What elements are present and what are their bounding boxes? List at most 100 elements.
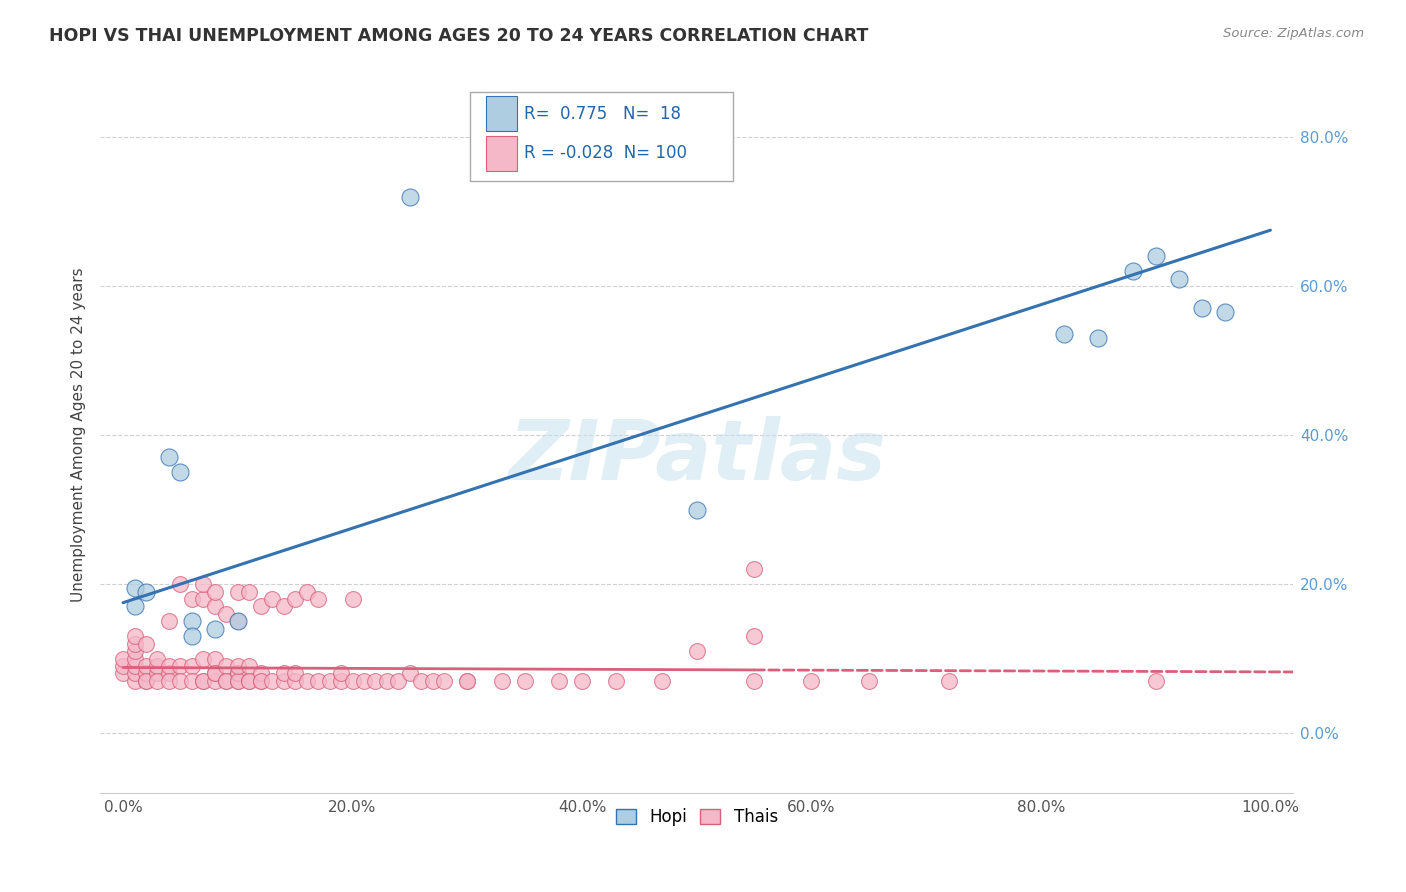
Point xyxy=(858,673,880,688)
Point xyxy=(169,673,191,688)
Point xyxy=(411,673,433,688)
Point xyxy=(169,659,191,673)
Text: HOPI VS THAI UNEMPLOYMENT AMONG AGES 20 TO 24 YEARS CORRELATION CHART: HOPI VS THAI UNEMPLOYMENT AMONG AGES 20 … xyxy=(49,27,869,45)
Point xyxy=(226,666,249,681)
Point xyxy=(124,637,146,651)
Point xyxy=(193,673,215,688)
Point xyxy=(215,673,238,688)
Point xyxy=(375,673,398,688)
Point xyxy=(180,629,202,643)
Point xyxy=(686,644,709,658)
Point xyxy=(180,615,202,629)
Point xyxy=(1191,301,1213,316)
Point xyxy=(330,673,353,688)
Point xyxy=(262,591,284,606)
Y-axis label: Unemployment Among Ages 20 to 24 years: Unemployment Among Ages 20 to 24 years xyxy=(72,268,86,602)
Point xyxy=(273,599,295,614)
Point xyxy=(284,591,307,606)
Point xyxy=(249,666,271,681)
Point xyxy=(146,673,169,688)
Point xyxy=(456,673,478,688)
Point xyxy=(204,599,226,614)
FancyBboxPatch shape xyxy=(485,136,516,170)
Point xyxy=(686,502,709,516)
Point xyxy=(1087,331,1109,345)
Point xyxy=(238,673,260,688)
Point xyxy=(284,666,307,681)
Point xyxy=(135,584,157,599)
Point xyxy=(226,615,249,629)
Text: ZIPatlas: ZIPatlas xyxy=(508,416,886,497)
Point xyxy=(169,577,191,591)
Point xyxy=(387,673,409,688)
Point xyxy=(193,577,215,591)
Point xyxy=(226,659,249,673)
Point xyxy=(249,673,271,688)
Point xyxy=(800,673,823,688)
Point xyxy=(238,584,260,599)
Point xyxy=(1122,264,1144,278)
Point xyxy=(215,607,238,621)
Point xyxy=(1144,249,1167,263)
Point xyxy=(238,659,260,673)
Point xyxy=(157,659,180,673)
Point xyxy=(193,651,215,665)
Point xyxy=(146,651,169,665)
Point xyxy=(193,591,215,606)
Point xyxy=(124,644,146,658)
Point xyxy=(513,673,536,688)
Point xyxy=(399,666,422,681)
Point xyxy=(295,584,318,599)
Point xyxy=(112,659,135,673)
Point xyxy=(353,673,375,688)
Point xyxy=(742,673,765,688)
Point xyxy=(135,673,157,688)
Point xyxy=(204,673,226,688)
Point xyxy=(399,189,422,203)
Point xyxy=(1213,305,1236,319)
Point xyxy=(742,562,765,576)
Point xyxy=(1144,673,1167,688)
Point xyxy=(124,581,146,595)
Point xyxy=(226,584,249,599)
Point xyxy=(215,673,238,688)
Point xyxy=(548,673,571,688)
Legend: Hopi, Thais: Hopi, Thais xyxy=(607,800,786,834)
Point xyxy=(273,666,295,681)
Point xyxy=(204,622,226,636)
Point xyxy=(157,615,180,629)
Point xyxy=(342,673,364,688)
Point xyxy=(364,673,387,688)
Point xyxy=(215,659,238,673)
Point xyxy=(135,637,157,651)
Point xyxy=(307,591,329,606)
Text: R = -0.028  N= 100: R = -0.028 N= 100 xyxy=(523,145,686,162)
Point xyxy=(433,673,456,688)
Point xyxy=(249,673,271,688)
Point xyxy=(226,673,249,688)
Text: R=  0.775   N=  18: R= 0.775 N= 18 xyxy=(523,104,681,123)
FancyBboxPatch shape xyxy=(470,92,733,181)
Point xyxy=(938,673,960,688)
Point xyxy=(124,651,146,665)
Point xyxy=(651,673,673,688)
Point xyxy=(180,591,202,606)
Point xyxy=(124,666,146,681)
Point xyxy=(226,615,249,629)
Point xyxy=(273,673,295,688)
Point xyxy=(157,450,180,465)
Point xyxy=(571,673,593,688)
Point xyxy=(742,629,765,643)
FancyBboxPatch shape xyxy=(485,96,516,131)
Point xyxy=(456,673,478,688)
Point xyxy=(135,673,157,688)
Point xyxy=(157,673,180,688)
Point xyxy=(112,651,135,665)
Point xyxy=(342,591,364,606)
Point xyxy=(330,666,353,681)
Point xyxy=(226,673,249,688)
Point xyxy=(307,673,329,688)
Point xyxy=(249,599,271,614)
Point xyxy=(1053,327,1076,342)
Point xyxy=(238,673,260,688)
